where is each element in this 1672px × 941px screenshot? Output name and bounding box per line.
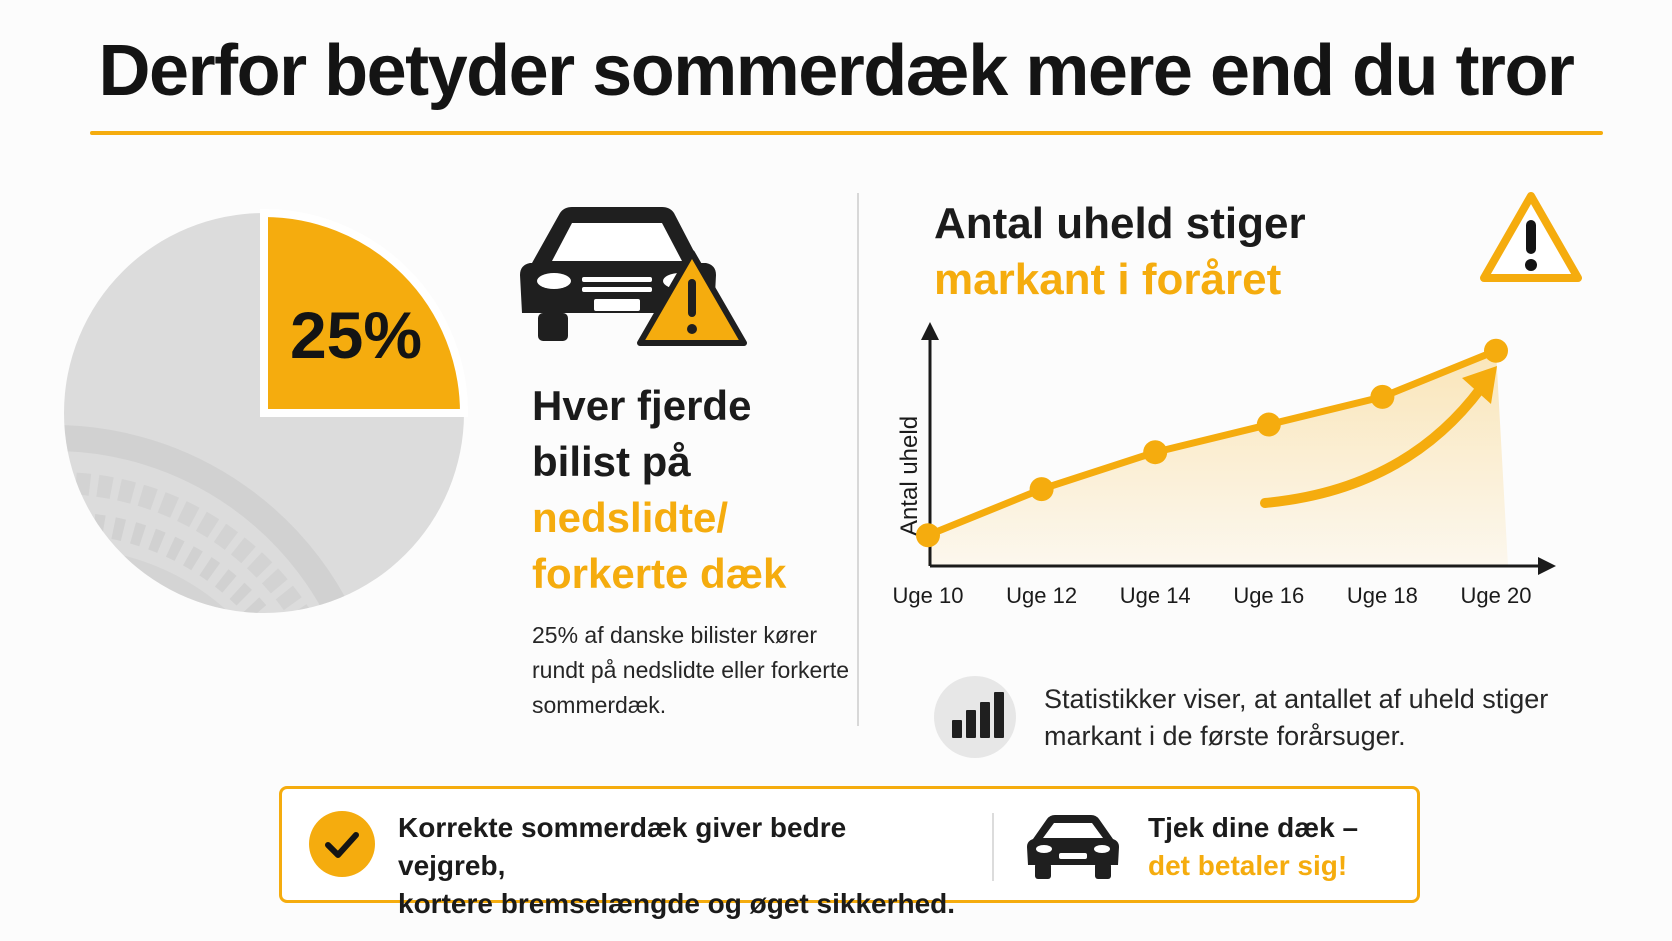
- left-headline: Hver fjerde bilist på nedslidte/ forkert…: [532, 378, 852, 602]
- x-tick-label: Uge 14: [1120, 583, 1191, 608]
- column-divider: [857, 193, 859, 726]
- chart-heading: Antal uheld stiger markant i foråret: [934, 196, 1494, 308]
- warning-icon: [1480, 192, 1582, 282]
- data-point-4: [1256, 412, 1281, 437]
- warning-icon: [637, 250, 747, 346]
- bottom-callout: Korrekte sommerdæk giver bedre vejgreb, …: [279, 786, 1420, 919]
- data-point-5: [1370, 384, 1395, 409]
- car-icon: [1027, 815, 1119, 879]
- x-tick-label: Uge 20: [1461, 583, 1532, 608]
- bar-chart-icon: [934, 676, 1016, 758]
- bottom-cta: Tjek dine dæk – det betaler sig!: [1148, 809, 1408, 885]
- bottom-benefit-text: Korrekte sommerdæk giver bedre vejgreb, …: [398, 809, 958, 923]
- chart-heading-line-2: markant i foråret: [934, 255, 1282, 304]
- trend-arrow: [1260, 366, 1497, 508]
- check-icon: [309, 811, 375, 877]
- x-tick-labels: Uge 10 Uge 12 Uge 14 Uge 16 Uge 18 Uge 20: [893, 583, 1532, 608]
- series-line: [924, 347, 1500, 539]
- callout-divider: [992, 813, 994, 881]
- pie-percent-label: 25%: [290, 298, 422, 372]
- chart-heading-line-1: Antal uheld stiger: [934, 199, 1306, 248]
- title-underline: [90, 131, 1603, 135]
- series-points: [916, 338, 1508, 548]
- benefit-line-1: Korrekte sommerdæk giver bedre vejgreb,: [398, 812, 847, 881]
- data-point-2: [1029, 477, 1054, 502]
- data-point-6: [1484, 338, 1508, 363]
- left-body-text: 25% af danske bilister kører rundt på ne…: [532, 622, 850, 718]
- page-title: Derfor betyder sommerdæk mere end du tro…: [98, 31, 1575, 111]
- data-point-3: [1143, 440, 1168, 465]
- headline-accent-1: nedslidte/: [532, 494, 729, 541]
- car-warning-icon: [520, 207, 747, 346]
- pie-slice-25: [260, 208, 469, 417]
- x-axis: [930, 557, 1556, 575]
- stat-note: Statistikker viser, at antallet af uheld…: [1044, 684, 1549, 751]
- benefit-line-2: kortere bremselængde og øget sikkerhed.: [398, 888, 956, 919]
- x-tick-label: Uge 12: [1006, 583, 1077, 608]
- x-tick-label: Uge 18: [1347, 583, 1418, 608]
- cta-line-2: det betaler sig!: [1148, 850, 1348, 881]
- line-chart: Antal uheld Uge 10 Uge 12 Uge 14 Uge 16 Uge …: [893, 322, 1556, 608]
- y-axis-label: Antal uheld: [896, 416, 923, 536]
- cta-line-1: Tjek dine dæk –: [1148, 812, 1359, 843]
- headline-line-2: bilist på: [532, 438, 691, 485]
- headline-line-1: Hver fjerde: [532, 382, 752, 429]
- x-tick-label: Uge 16: [1233, 583, 1304, 608]
- headline-accent-2: forkerte dæk: [532, 550, 787, 597]
- pie-chart: 25%: [64, 208, 469, 613]
- x-tick-label: Uge 10: [893, 583, 964, 608]
- data-point-1: [916, 523, 940, 548]
